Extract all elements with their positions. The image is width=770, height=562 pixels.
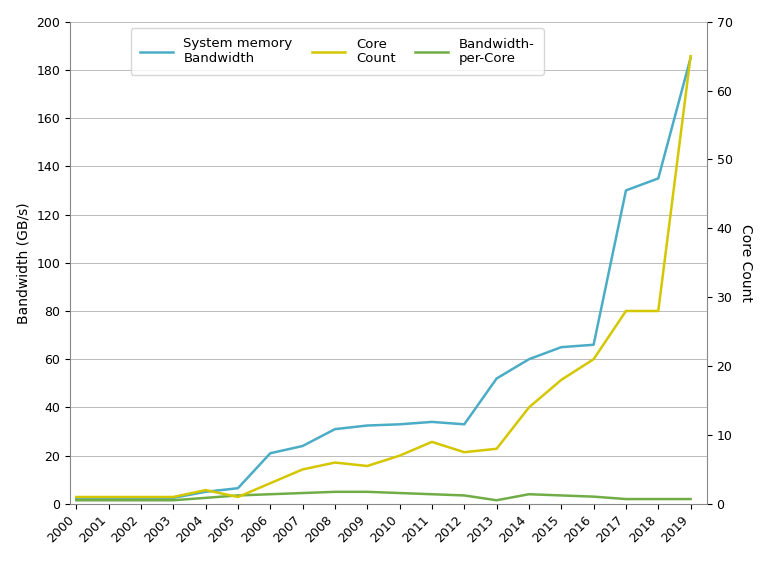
Core
Count	[169, 493, 178, 500]
Bandwidth-
per-Core	[104, 497, 113, 504]
Bandwidth-
per-Core	[492, 497, 501, 504]
System memory
Bandwidth	[72, 496, 81, 502]
Core
Count	[621, 307, 631, 314]
Line: Bandwidth-
per-Core: Bandwidth- per-Core	[76, 492, 691, 500]
System memory
Bandwidth	[298, 443, 307, 450]
Bandwidth-
per-Core	[557, 492, 566, 499]
System memory
Bandwidth	[363, 422, 372, 429]
Core
Count	[654, 307, 663, 314]
Core
Count	[201, 487, 210, 493]
Bandwidth-
per-Core	[654, 496, 663, 502]
System memory
Bandwidth	[686, 55, 695, 61]
Y-axis label: Bandwidth (GB/s): Bandwidth (GB/s)	[17, 202, 31, 324]
Y-axis label: Core Count: Core Count	[739, 224, 753, 302]
System memory
Bandwidth	[524, 356, 534, 362]
Bandwidth-
per-Core	[395, 490, 404, 496]
Core
Count	[72, 493, 81, 500]
System memory
Bandwidth	[266, 450, 275, 456]
System memory
Bandwidth	[557, 344, 566, 351]
Bandwidth-
per-Core	[169, 497, 178, 504]
Bandwidth-
per-Core	[72, 497, 81, 504]
System memory
Bandwidth	[621, 187, 631, 194]
Bandwidth-
per-Core	[621, 496, 631, 502]
Core
Count	[298, 466, 307, 473]
Bandwidth-
per-Core	[136, 497, 146, 504]
Core
Count	[557, 377, 566, 383]
System memory
Bandwidth	[136, 495, 146, 502]
Core
Count	[395, 452, 404, 459]
System memory
Bandwidth	[427, 419, 437, 425]
Bandwidth-
per-Core	[524, 491, 534, 497]
Bandwidth-
per-Core	[363, 488, 372, 495]
Core
Count	[266, 480, 275, 487]
Bandwidth-
per-Core	[589, 493, 598, 500]
Bandwidth-
per-Core	[298, 490, 307, 496]
Core
Count	[330, 459, 340, 466]
Bandwidth-
per-Core	[330, 488, 340, 495]
Core
Count	[363, 463, 372, 469]
System memory
Bandwidth	[654, 175, 663, 182]
System memory
Bandwidth	[460, 421, 469, 428]
Core
Count	[460, 449, 469, 456]
Core
Count	[686, 53, 695, 60]
System memory
Bandwidth	[233, 485, 243, 492]
Line: System memory
Bandwidth: System memory Bandwidth	[76, 58, 691, 499]
Core
Count	[136, 493, 146, 500]
Core
Count	[524, 404, 534, 411]
Core
Count	[492, 446, 501, 452]
Core
Count	[589, 356, 598, 362]
System memory
Bandwidth	[169, 495, 178, 501]
Line: Core
Count: Core Count	[76, 56, 691, 497]
System memory
Bandwidth	[395, 421, 404, 428]
Core
Count	[233, 493, 243, 500]
System memory
Bandwidth	[330, 426, 340, 433]
Bandwidth-
per-Core	[266, 491, 275, 497]
Core
Count	[104, 493, 113, 500]
Legend: System memory
Bandwidth, Core
Count, Bandwidth-
per-Core: System memory Bandwidth, Core Count, Ban…	[131, 28, 544, 75]
System memory
Bandwidth	[589, 341, 598, 348]
System memory
Bandwidth	[104, 496, 113, 502]
System memory
Bandwidth	[201, 488, 210, 495]
Bandwidth-
per-Core	[233, 492, 243, 499]
Bandwidth-
per-Core	[427, 491, 437, 497]
Bandwidth-
per-Core	[201, 495, 210, 501]
System memory
Bandwidth	[492, 375, 501, 382]
Core
Count	[427, 438, 437, 445]
Bandwidth-
per-Core	[460, 492, 469, 499]
Bandwidth-
per-Core	[686, 496, 695, 502]
